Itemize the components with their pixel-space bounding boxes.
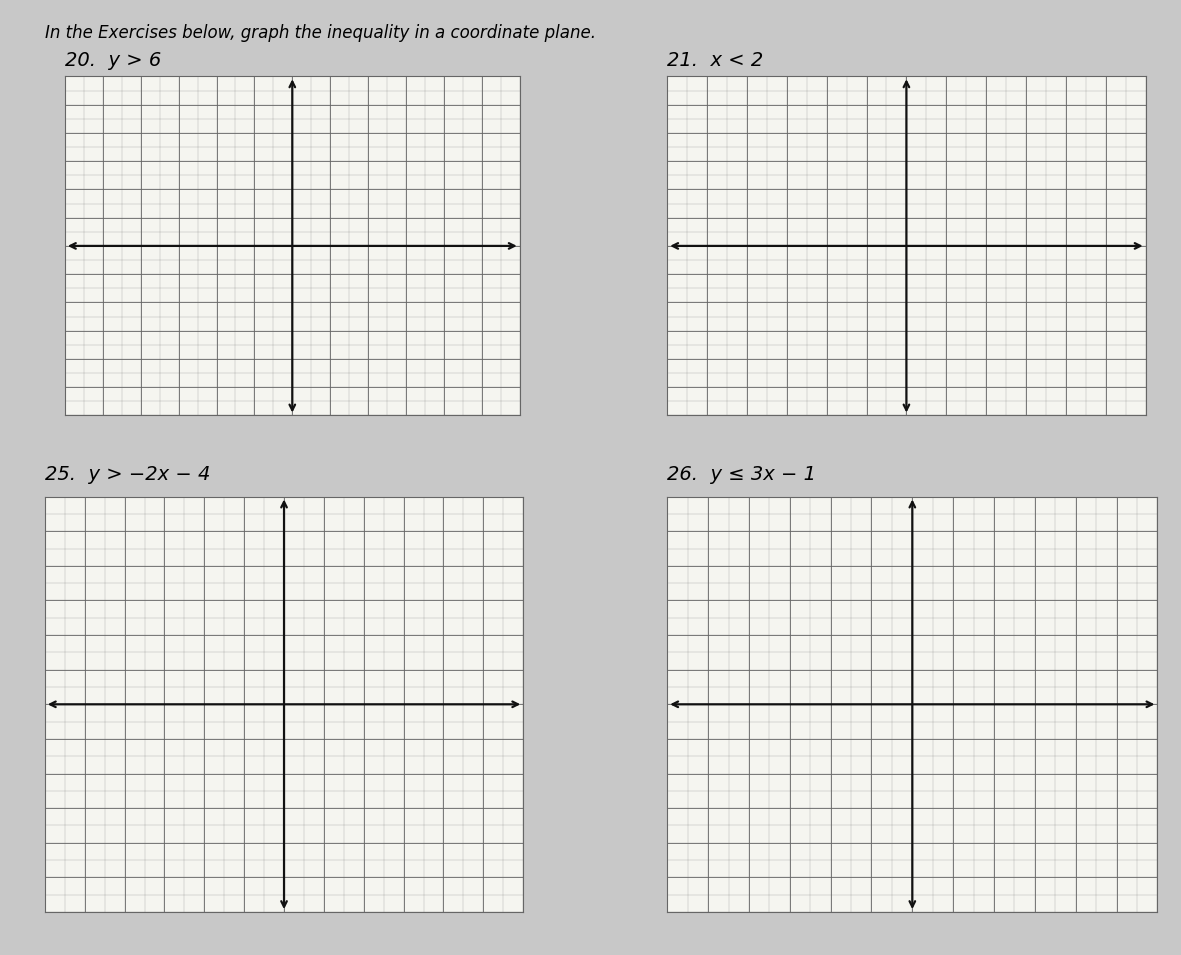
Text: 20.  y > 6: 20. y > 6 <box>65 51 161 70</box>
Text: In the Exercises below, graph the inequality in a coordinate plane.: In the Exercises below, graph the inequa… <box>45 24 596 42</box>
Text: 26.  y ≤ 3x − 1: 26. y ≤ 3x − 1 <box>667 465 816 484</box>
Text: 25.  y > −2x − 4: 25. y > −2x − 4 <box>45 465 210 484</box>
Text: 21.  x < 2: 21. x < 2 <box>667 51 763 70</box>
